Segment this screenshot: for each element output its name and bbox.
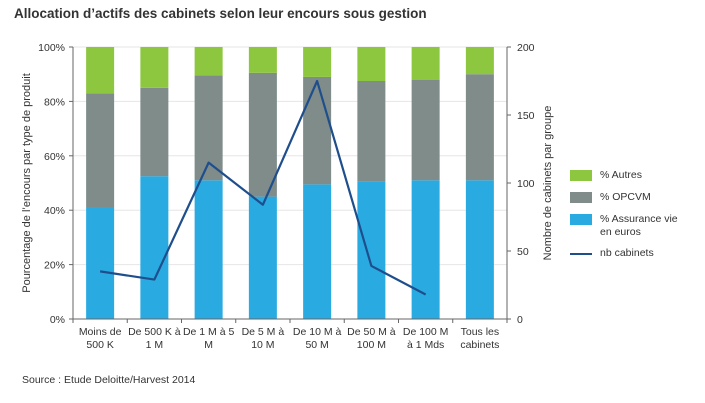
left-tick-label: 60% — [44, 151, 65, 163]
bar-segment — [140, 176, 169, 319]
bar-segment — [357, 81, 386, 182]
bar-segment — [303, 47, 332, 77]
source-note: Source : Etude Deloitte/Harvest 2014 — [22, 374, 196, 386]
right-tick-label: 200 — [517, 42, 535, 54]
bar-segment — [411, 180, 440, 319]
right-tick-label: 150 — [517, 110, 535, 122]
right-tick-label: 50 — [517, 246, 529, 258]
bar-segment — [248, 196, 277, 319]
y2-axis-label: Nombre de cabinets par groupe — [542, 106, 554, 261]
bar-segment — [411, 47, 440, 80]
bar-segment — [357, 47, 386, 81]
y-gridlines — [73, 46, 507, 266]
line-series — [99, 79, 427, 296]
left-tick-label: 20% — [44, 260, 65, 272]
right-axis-ticks: 0 50 100 150 200 — [507, 42, 535, 326]
bar-segment — [465, 180, 494, 319]
legend-label: % Assurance vie en euros — [600, 213, 678, 238]
legend-label: % OPCVM — [600, 191, 651, 203]
x-tick-label: Tous les cabinets — [460, 326, 499, 351]
left-tick-label: 80% — [44, 96, 65, 108]
bar-segment — [248, 47, 277, 73]
legend-item: % Assurance vie en euros — [570, 212, 700, 246]
bar-segment — [86, 93, 115, 208]
legend-color-swatch — [570, 170, 592, 181]
bar-segment — [194, 47, 223, 76]
x-tick-label: De 5 M à 10 M — [242, 326, 285, 351]
right-tick-label: 100 — [517, 178, 535, 190]
legend-item: % OPCVM — [570, 190, 700, 212]
bar-segment — [140, 47, 169, 88]
chart-title: Allocation d’actifs des cabinets selon l… — [14, 6, 427, 21]
legend: % Autres % OPCVM % Assurance vie en euros nb… — [570, 168, 700, 268]
bar-segment — [357, 181, 386, 319]
x-tick-label: De 50 M à 100 M — [347, 326, 396, 351]
y-axis-label: Pourcentage de l’encours par type de pro… — [21, 73, 33, 293]
bar-series — [86, 47, 494, 319]
bar-segment — [411, 79, 440, 181]
bar-segment — [140, 87, 169, 177]
bar-segment — [303, 184, 332, 319]
legend-line-swatch — [570, 253, 592, 255]
bar-segment — [248, 72, 277, 197]
legend-label: % Autres — [600, 169, 643, 181]
left-axis-ticks: 0% 20% 40% 60% 80% 100% — [38, 42, 73, 326]
legend-color-swatch — [570, 214, 592, 225]
legend-label: nb cabinets — [600, 247, 654, 259]
bar-segment — [194, 180, 223, 319]
bar-segment — [465, 47, 494, 75]
legend-item: nb cabinets — [570, 246, 700, 268]
left-tick-label: 100% — [38, 42, 65, 54]
bar-segment — [303, 76, 332, 185]
right-tick-label: 0 — [517, 314, 523, 326]
bar-segment — [465, 74, 494, 181]
x-tick-label: Moins de 500 K — [79, 326, 122, 351]
bar-segment — [86, 47, 115, 94]
x-tick-label: De 10 M à 50 M — [293, 326, 342, 351]
left-tick-label: 40% — [44, 205, 65, 217]
legend-color-swatch — [570, 192, 592, 203]
left-tick-label: 0% — [50, 314, 65, 326]
bar-segment — [86, 207, 115, 319]
legend-item: % Autres — [570, 168, 700, 190]
